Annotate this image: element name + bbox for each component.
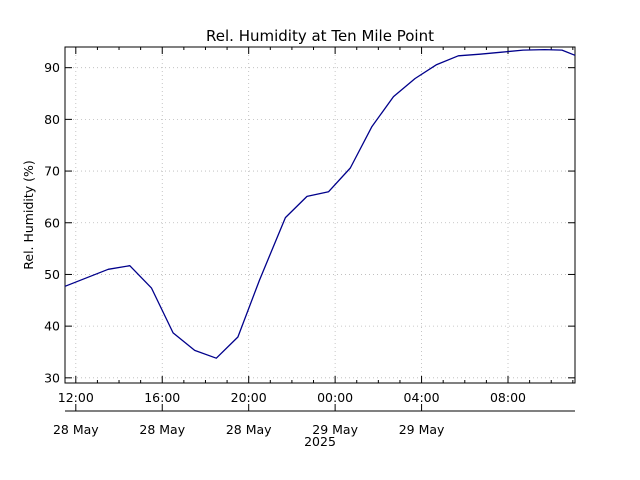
y-tick-label-90: 90: [44, 60, 60, 75]
date-label-0: 28 May: [53, 422, 99, 437]
humidity-series-line: [64, 48, 576, 359]
x-tick-label-1600: 16:00: [144, 390, 180, 405]
date-label-2: 28 May: [226, 422, 272, 437]
y-tick-label-30: 30: [44, 370, 60, 385]
x-axis-ticks: 12:00 16:00 20:00 00:00 04:00 08:00: [58, 47, 574, 405]
y-tick-label-70: 70: [44, 164, 60, 179]
x-tick-label-0800: 08:00: [490, 390, 526, 405]
chart-title: Rel. Humidity at Ten Mile Point: [206, 27, 434, 45]
y-axis-ticks: 30 40 50 60 70 80 90: [44, 60, 575, 385]
date-label-4: 29 May: [399, 422, 445, 437]
y-axis-title: Rel. Humidity (%): [21, 160, 36, 270]
date-axis-labels: 28 May 28 May 28 May 29 May 29 May: [53, 404, 445, 437]
x-tick-label-0000: 00:00: [317, 390, 353, 405]
y-tick-label-60: 60: [44, 215, 60, 230]
y-tick-label-50: 50: [44, 267, 60, 282]
y-tick-label-40: 40: [44, 319, 60, 334]
grid-lines: [65, 47, 575, 383]
y-tick-label-80: 80: [44, 112, 60, 127]
x-tick-label-1200: 12:00: [58, 390, 94, 405]
date-label-1: 28 May: [139, 422, 185, 437]
date-label-3: 29 May: [312, 422, 358, 437]
x-tick-label-0400: 04:00: [404, 390, 440, 405]
plot-frame: [64, 46, 576, 384]
year-label: 2025: [304, 434, 336, 449]
x-tick-label-2000: 20:00: [231, 390, 267, 405]
